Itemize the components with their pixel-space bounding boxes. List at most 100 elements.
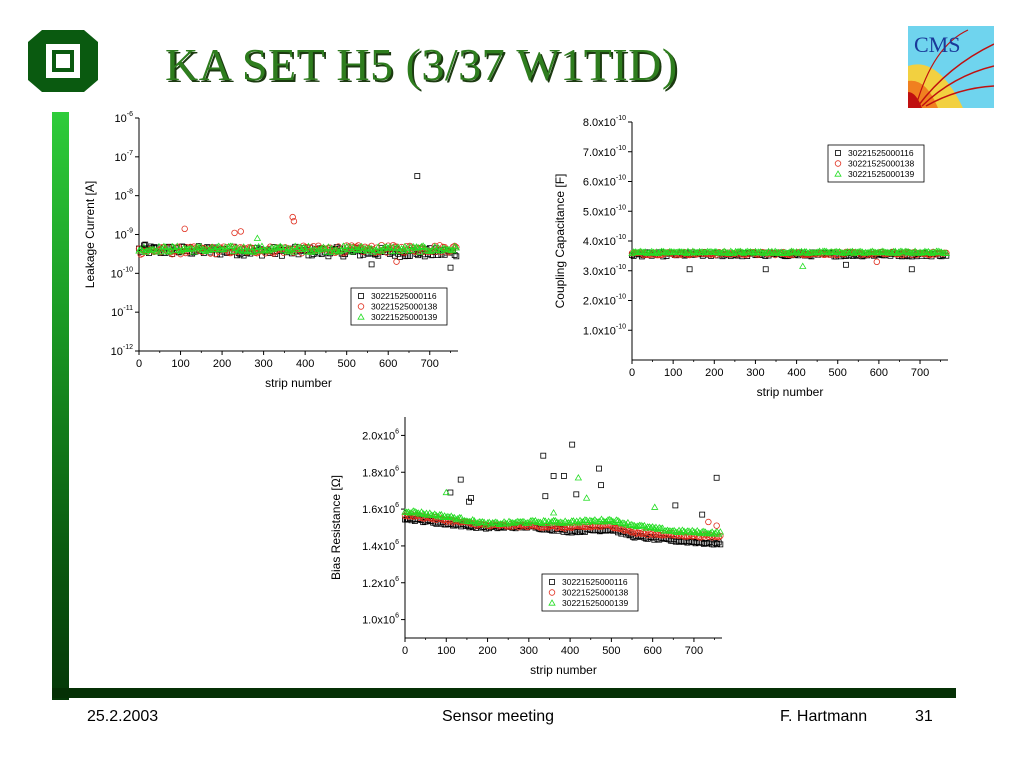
data-point-square <box>414 173 421 179</box>
legend-entry: 30221525000138 <box>562 588 628 598</box>
data-point-triangle <box>639 522 647 529</box>
data-point-triangle <box>842 248 850 256</box>
data-point-square <box>453 253 460 260</box>
data-point-square <box>457 476 464 483</box>
data-point-triangle <box>619 519 627 526</box>
data-point-circle <box>237 228 244 235</box>
data-point-square <box>447 264 454 271</box>
data-point-triangle <box>589 517 597 524</box>
data-point-triangle <box>766 248 774 256</box>
data-point-triangle <box>576 516 584 524</box>
data-point-triangle <box>356 243 364 250</box>
data-point-square <box>542 493 549 500</box>
data-point-square <box>699 511 706 518</box>
data-point-triangle <box>858 248 867 255</box>
data-point-triangle <box>581 516 589 523</box>
data-point-triangle <box>196 243 205 250</box>
data-point-circle <box>181 225 188 233</box>
data-point-triangle <box>639 248 648 256</box>
legend-entry: 30221525000139 <box>848 169 914 179</box>
x-tick-label: 200 <box>213 358 231 370</box>
data-point-triangle <box>450 242 459 250</box>
data-points <box>401 441 725 548</box>
data-point-triangle <box>281 243 289 251</box>
data-point-triangle <box>502 519 510 526</box>
data-point-triangle <box>239 243 248 250</box>
chart-legend: 3022152500011630221525000138302215250001… <box>541 573 639 612</box>
data-point-triangle <box>549 508 558 516</box>
data-point-triangle <box>942 249 951 256</box>
data-point-square <box>325 253 332 260</box>
data-point-square <box>308 252 315 259</box>
data-point-triangle <box>630 521 639 529</box>
data-point-triangle <box>286 246 294 254</box>
data-point-triangle <box>369 248 377 255</box>
data-point-triangle <box>264 247 273 254</box>
data-point-triangle <box>246 243 255 250</box>
data-point-triangle <box>740 249 748 256</box>
data-point-triangle <box>778 248 786 255</box>
data-point-triangle <box>409 507 417 514</box>
data-point-triangle <box>452 515 460 523</box>
bias-resistance-chart: 0 100 200 300 400 500 600 700 1.0x106 1.2x106 1.4x… <box>329 417 725 677</box>
y-tick-label: 1.0x106 <box>362 613 399 627</box>
chart-frame: 0 100 200 300 400 500 600 700 1.0x10-10 2.0x10-10… <box>553 115 948 399</box>
x-tick-label: 100 <box>171 358 189 370</box>
cms-logo-icon: CMS <box>908 26 994 108</box>
data-point-triangle <box>893 249 901 256</box>
data-point-triangle <box>241 246 250 254</box>
x-tick-label: 200 <box>705 367 723 379</box>
data-point-square <box>713 474 720 481</box>
data-point-square <box>357 252 363 259</box>
data-point-triangle <box>609 517 617 525</box>
data-point-square <box>368 261 375 268</box>
legend-entry: 30221525000116 <box>562 577 628 587</box>
data-point-triangle <box>445 513 454 520</box>
data-point-triangle <box>551 516 559 524</box>
data-point-triangle <box>771 247 779 254</box>
y-tick-label: 10-11 <box>111 305 133 319</box>
data-point-triangle <box>384 244 392 251</box>
x-tick-label: 300 <box>520 645 538 657</box>
data-point-square <box>569 441 576 448</box>
data-point-circle <box>290 218 298 225</box>
data-point-triangle <box>678 526 687 533</box>
x-tick-label: 0 <box>629 367 635 379</box>
data-point-triangle <box>427 247 436 254</box>
data-point-square <box>549 579 555 585</box>
data-point-triangle <box>712 247 720 255</box>
data-point-triangle <box>700 527 708 535</box>
footer-date: 25.2.2003 <box>87 708 159 725</box>
x-tick-label: 500 <box>829 367 847 379</box>
data-point-triangle <box>392 244 401 251</box>
data-point-triangle <box>924 247 932 255</box>
data-point-triangle <box>249 248 258 255</box>
data-point-triangle <box>628 249 636 256</box>
data-point-triangle <box>647 523 655 531</box>
data-point-triangle <box>834 248 842 255</box>
data-point-triangle <box>604 516 612 523</box>
data-point-triangle <box>190 248 198 255</box>
data-point-square <box>468 495 474 501</box>
data-point-circle <box>231 229 238 237</box>
data-point-triangle <box>253 246 261 253</box>
x-tick-label: 600 <box>870 367 888 379</box>
x-tick-label: 100 <box>437 645 455 657</box>
data-point-triangle <box>781 248 789 256</box>
data-point-square <box>406 253 413 259</box>
data-point-triangle <box>171 246 180 253</box>
data-point-triangle <box>636 247 644 255</box>
data-point-triangle <box>641 248 649 255</box>
data-point-circle <box>175 243 183 251</box>
x-tick-label: 700 <box>421 358 439 370</box>
legend-entry: 30221525000116 <box>848 148 914 158</box>
x-tick-label: 400 <box>296 358 314 370</box>
x-axis-label: strip number <box>757 385 824 399</box>
data-point-square <box>373 250 380 257</box>
data-point-triangle <box>354 246 363 253</box>
data-point-square <box>908 266 915 273</box>
data-point-square <box>396 254 403 260</box>
data-point-triangle <box>794 249 802 256</box>
data-point-triangle <box>784 249 793 256</box>
data-point-triangle <box>870 248 878 255</box>
